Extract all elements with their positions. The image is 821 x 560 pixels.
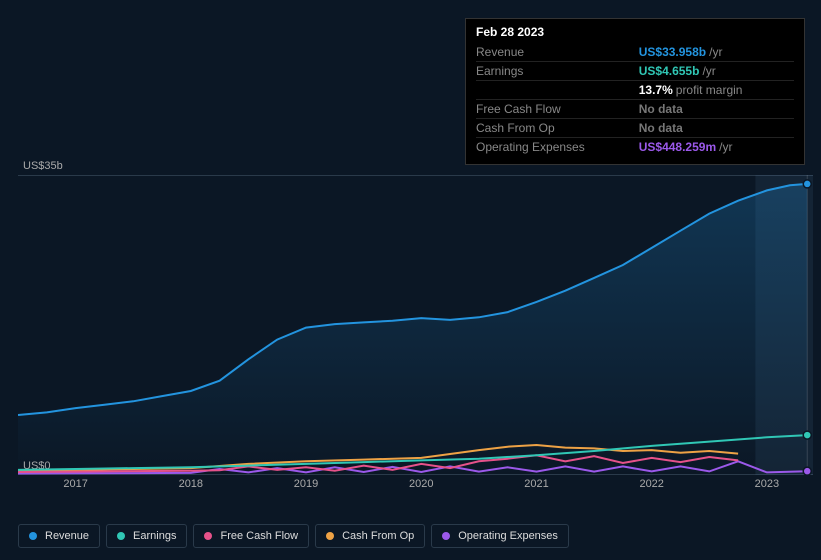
legend-swatch: [204, 532, 212, 540]
chart-plot-area[interactable]: [18, 175, 813, 475]
legend-item[interactable]: Cash From Op: [315, 524, 425, 548]
x-axis-tick-label: 2017: [63, 478, 87, 490]
x-axis-tick-label: 2023: [755, 478, 779, 490]
tooltip-row: Cash From OpNo data: [476, 119, 794, 138]
y-axis-top-label: US$35b: [23, 160, 63, 172]
legend-label: Earnings: [133, 530, 176, 542]
legend-swatch: [442, 532, 450, 540]
legend-label: Revenue: [45, 530, 89, 542]
tooltip-row: RevenueUS$33.958b/yr: [476, 43, 794, 62]
legend-label: Free Cash Flow: [220, 530, 298, 542]
tooltip-row-label: Cash From Op: [476, 119, 639, 138]
legend-item[interactable]: Operating Expenses: [431, 524, 569, 548]
legend-swatch: [29, 532, 37, 540]
tooltip-row-value: US$33.958b/yr: [639, 43, 794, 62]
chart-legend: Revenue Earnings Free Cash Flow Cash From O…: [18, 524, 569, 548]
tooltip-row-value: 13.7%profit margin: [639, 81, 794, 100]
tooltip-row-label: [476, 81, 639, 100]
x-axis-tick-label: 2019: [294, 478, 318, 490]
tooltip-row: 13.7%profit margin: [476, 81, 794, 100]
tooltip-row-value: US$4.655b/yr: [639, 62, 794, 81]
x-axis-tick-label: 2022: [639, 478, 663, 490]
tooltip-row: Operating ExpensesUS$448.259m/yr: [476, 138, 794, 157]
tooltip-row: EarningsUS$4.655b/yr: [476, 62, 794, 81]
series-end-marker: [803, 431, 811, 439]
tooltip-row-value: No data: [639, 119, 794, 138]
legend-label: Cash From Op: [342, 530, 414, 542]
tooltip-row-label: Operating Expenses: [476, 138, 639, 157]
x-axis-labels: 2017 2018 2019 2020 2021 2022 2023: [18, 478, 813, 498]
tooltip-row: Free Cash FlowNo data: [476, 100, 794, 119]
series-end-marker: [803, 467, 811, 475]
series-end-marker: [803, 180, 811, 188]
legend-item[interactable]: Free Cash Flow: [193, 524, 309, 548]
tooltip-date: Feb 28 2023: [476, 25, 794, 43]
legend-item[interactable]: Revenue: [18, 524, 100, 548]
tooltip-row-label: Earnings: [476, 62, 639, 81]
tooltip-row-value: No data: [639, 100, 794, 119]
tooltip-row-label: Free Cash Flow: [476, 100, 639, 119]
legend-label: Operating Expenses: [458, 530, 558, 542]
tooltip-row-value: US$448.259m/yr: [639, 138, 794, 157]
x-axis-tick-label: 2021: [524, 478, 548, 490]
tooltip-row-label: Revenue: [476, 43, 639, 62]
x-axis-tick-label: 2020: [409, 478, 433, 490]
legend-swatch: [326, 532, 334, 540]
legend-item[interactable]: Earnings: [106, 524, 187, 548]
chart-tooltip: Feb 28 2023 RevenueUS$33.958b/yrEarnings…: [465, 18, 805, 165]
legend-swatch: [117, 532, 125, 540]
x-axis-tick-label: 2018: [179, 478, 203, 490]
